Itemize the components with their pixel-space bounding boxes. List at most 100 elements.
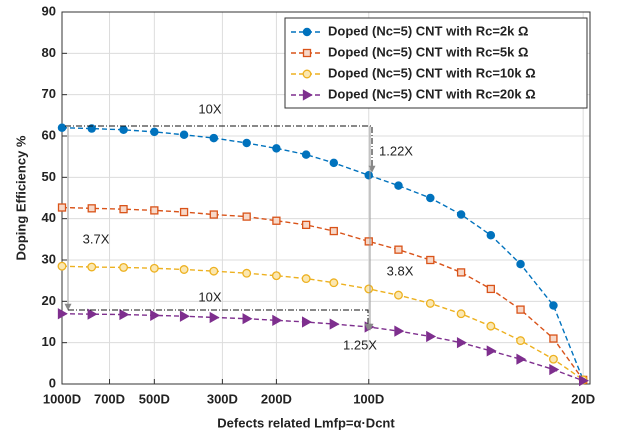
marker: [150, 309, 161, 321]
marker: [456, 210, 466, 219]
annotation: 1.22X: [379, 143, 413, 158]
marker: [57, 203, 67, 212]
marker: [150, 127, 159, 137]
series-line: [61, 265, 584, 381]
legend-box: [284, 17, 588, 109]
marker: [394, 245, 403, 254]
legend-label: Doped (Nc=5) CNT with Rc=5k Ω: [328, 44, 528, 59]
marker: [271, 271, 281, 281]
marker: [242, 313, 253, 325]
marker: [329, 226, 338, 236]
marker: [57, 261, 67, 271]
marker: [87, 124, 96, 133]
marker: [425, 298, 435, 308]
marker: [301, 220, 311, 230]
marker: [272, 216, 281, 225]
y-tick-label: 70: [42, 86, 56, 101]
marker: [302, 69, 312, 79]
y-tick-label: 50: [42, 169, 56, 184]
marker: [486, 230, 496, 240]
y-tick-label: 0: [49, 375, 56, 390]
marker: [516, 259, 525, 269]
marker: [209, 133, 219, 143]
marker: [456, 337, 467, 349]
marker: [364, 284, 374, 294]
y-tick-label: 90: [42, 3, 56, 18]
marker: [516, 336, 526, 346]
series-line: [61, 313, 584, 382]
marker: [272, 314, 283, 326]
x-axis-label: Defects related Lmfp=α·Dcnt: [217, 415, 395, 430]
legend-label: Doped (Nc=5) CNT with Rc=20k Ω: [328, 86, 536, 101]
x-tick-label: 20D: [571, 391, 595, 406]
marker: [486, 345, 497, 357]
legend-label: Doped (Nc=5) CNT with Rc=10k Ω: [328, 65, 536, 80]
marker: [87, 262, 97, 272]
y-tick-label: 20: [42, 293, 56, 308]
marker: [364, 171, 374, 180]
marker: [149, 263, 159, 273]
annotation: 1.25X: [343, 337, 377, 352]
marker: [549, 334, 558, 343]
series-line: [61, 127, 584, 381]
marker: [486, 284, 495, 294]
plot-frame: [61, 11, 591, 385]
marker: [329, 318, 340, 330]
marker: [87, 308, 98, 320]
marker: [179, 265, 189, 274]
marker: [426, 255, 435, 265]
marker: [394, 290, 403, 300]
x-tick-label: 500D: [139, 391, 170, 406]
marker: [87, 204, 96, 213]
x-tick-label: 200D: [261, 391, 292, 406]
y-tick-label: 30: [42, 251, 56, 266]
marker: [301, 316, 312, 328]
x-tick-label: 1000D: [43, 391, 81, 406]
marker: [242, 138, 251, 148]
marker: [329, 158, 339, 168]
y-tick-label: 80: [42, 45, 56, 60]
annotation: 10X: [198, 101, 221, 116]
legend-label: Doped (Nc=5) CNT with Rc=2k Ω: [328, 23, 528, 38]
marker: [179, 310, 190, 322]
marker: [119, 308, 130, 321]
marker: [119, 125, 128, 135]
marker: [394, 325, 405, 337]
marker: [302, 48, 312, 58]
marker: [548, 354, 558, 364]
series-line: [61, 206, 584, 381]
y-tick-label: 10: [42, 334, 56, 349]
y-tick-label: 60: [42, 127, 56, 142]
marker: [209, 266, 219, 276]
x-tick-label: 700D: [94, 391, 125, 406]
marker: [57, 308, 68, 320]
marker: [426, 193, 435, 203]
marker: [516, 305, 525, 314]
marker: [119, 205, 128, 214]
annotation-line: [68, 309, 372, 331]
marker: [364, 237, 373, 246]
marker: [516, 353, 527, 365]
marker: [302, 89, 313, 101]
annotation: 10X: [198, 289, 221, 304]
marker: [272, 144, 281, 153]
marker: [456, 268, 466, 277]
annotation: 3.8X: [387, 263, 414, 278]
marker: [549, 363, 560, 376]
annotation-line: [65, 125, 376, 173]
marker: [302, 27, 312, 37]
marker: [549, 301, 558, 310]
marker: [209, 311, 220, 324]
marker: [579, 375, 589, 387]
marker: [57, 123, 67, 132]
annotation: 3.7X: [83, 231, 110, 246]
marker: [329, 278, 339, 288]
marker: [301, 150, 311, 159]
y-tick-label: 40: [42, 210, 56, 225]
marker: [301, 274, 311, 284]
marker: [119, 262, 129, 272]
x-tick-label: 300D: [207, 391, 238, 406]
annotations: 10X 1.22X 3.7X 3.8X 10X 1.25X: [64, 101, 414, 352]
marker: [394, 181, 403, 190]
